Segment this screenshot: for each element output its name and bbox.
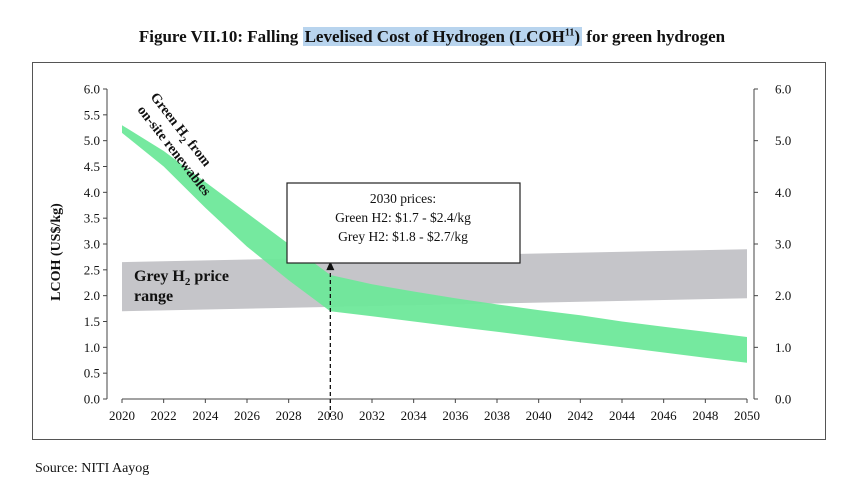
title-highlight-text: Levelised Cost of Hydrogen (LCOH	[304, 27, 565, 46]
y-tick-label: 2.5	[84, 262, 100, 277]
x-tick-label: 2048	[692, 408, 718, 423]
y-axis-label: LCOH (US$/kg)	[49, 203, 64, 301]
y-tick-label: 3.0	[84, 237, 100, 252]
y-tick-label: 1.5	[84, 314, 100, 329]
y-tick-label: 6.0	[84, 82, 100, 97]
annotation-line-2: Green H2: $1.7 - $2.4/kg	[335, 210, 471, 225]
x-tick-label: 2042	[567, 408, 593, 423]
annotation-line-1: 2030 prices:	[370, 191, 436, 206]
x-tick-label: 2036	[442, 408, 469, 423]
grey-label-sub: 2	[185, 276, 191, 288]
source-note: Source: NITI Aayog	[35, 461, 150, 476]
y-right-tick-label: 2.0	[775, 288, 791, 303]
x-tick-label: 2044	[609, 408, 636, 423]
y-tick-label: 2.0	[84, 288, 100, 303]
y-tick-label: 5.0	[84, 133, 100, 148]
y-right-tick-label: 4.0	[775, 185, 791, 200]
title-footnote-mark: 11	[564, 27, 575, 39]
chart-frame	[32, 62, 826, 440]
y-tick-label: 1.0	[84, 340, 100, 355]
x-tick-label: 2046	[651, 408, 678, 423]
y-tick-label: 0.0	[84, 392, 100, 407]
x-tick-label: 2024	[192, 408, 219, 423]
x-tick-label: 2034	[401, 408, 428, 423]
title-close-paren: )	[574, 27, 581, 46]
y-tick-label: 4.5	[84, 159, 100, 174]
y-tick-label: 3.5	[84, 211, 100, 226]
annotation-arrow-head	[326, 261, 335, 271]
annotation-box	[286, 182, 521, 264]
x-tick-label: 2020	[109, 408, 135, 423]
grey-series-label-line2: range	[134, 288, 173, 305]
grey-label-main: Grey H	[134, 268, 185, 285]
x-tick-label: 2032	[359, 408, 385, 423]
x-tick-label: 2050	[734, 408, 760, 423]
green-label-sub: 2	[176, 135, 188, 146]
y-right-tick-label: 6.0	[775, 82, 791, 97]
green-h2-band	[122, 125, 747, 363]
y-tick-label: 4.0	[84, 185, 100, 200]
x-tick-label: 2040	[526, 408, 552, 423]
y-right-tick-label: 0.0	[775, 392, 791, 407]
y-right-tick-label: 5.0	[775, 133, 791, 148]
x-tick-label: 2028	[276, 408, 302, 423]
grey-series-label: Grey H2 price	[134, 268, 229, 288]
grey-label-post: price	[190, 268, 229, 285]
x-tick-label: 2022	[151, 408, 177, 423]
y-right-tick-label: 3.0	[775, 237, 791, 252]
y-tick-label: 5.5	[84, 107, 100, 122]
title-pre: Figure VII.10: Falling	[138, 27, 303, 46]
title-highlight: Levelised Cost of Hydrogen (LCOH11)	[302, 27, 583, 46]
y-tick-label: 0.5	[84, 366, 100, 381]
y-right-tick-label: 1.0	[775, 340, 791, 355]
annotation-line-3: Grey H2: $1.8 - $2.7/kg	[338, 229, 468, 244]
x-tick-label: 2026	[234, 408, 261, 423]
title-post: for green hydrogen	[582, 27, 726, 46]
x-tick-label: 2038	[484, 408, 510, 423]
figure-title: Figure VII.10: Falling Levelised Cost of…	[0, 27, 864, 47]
